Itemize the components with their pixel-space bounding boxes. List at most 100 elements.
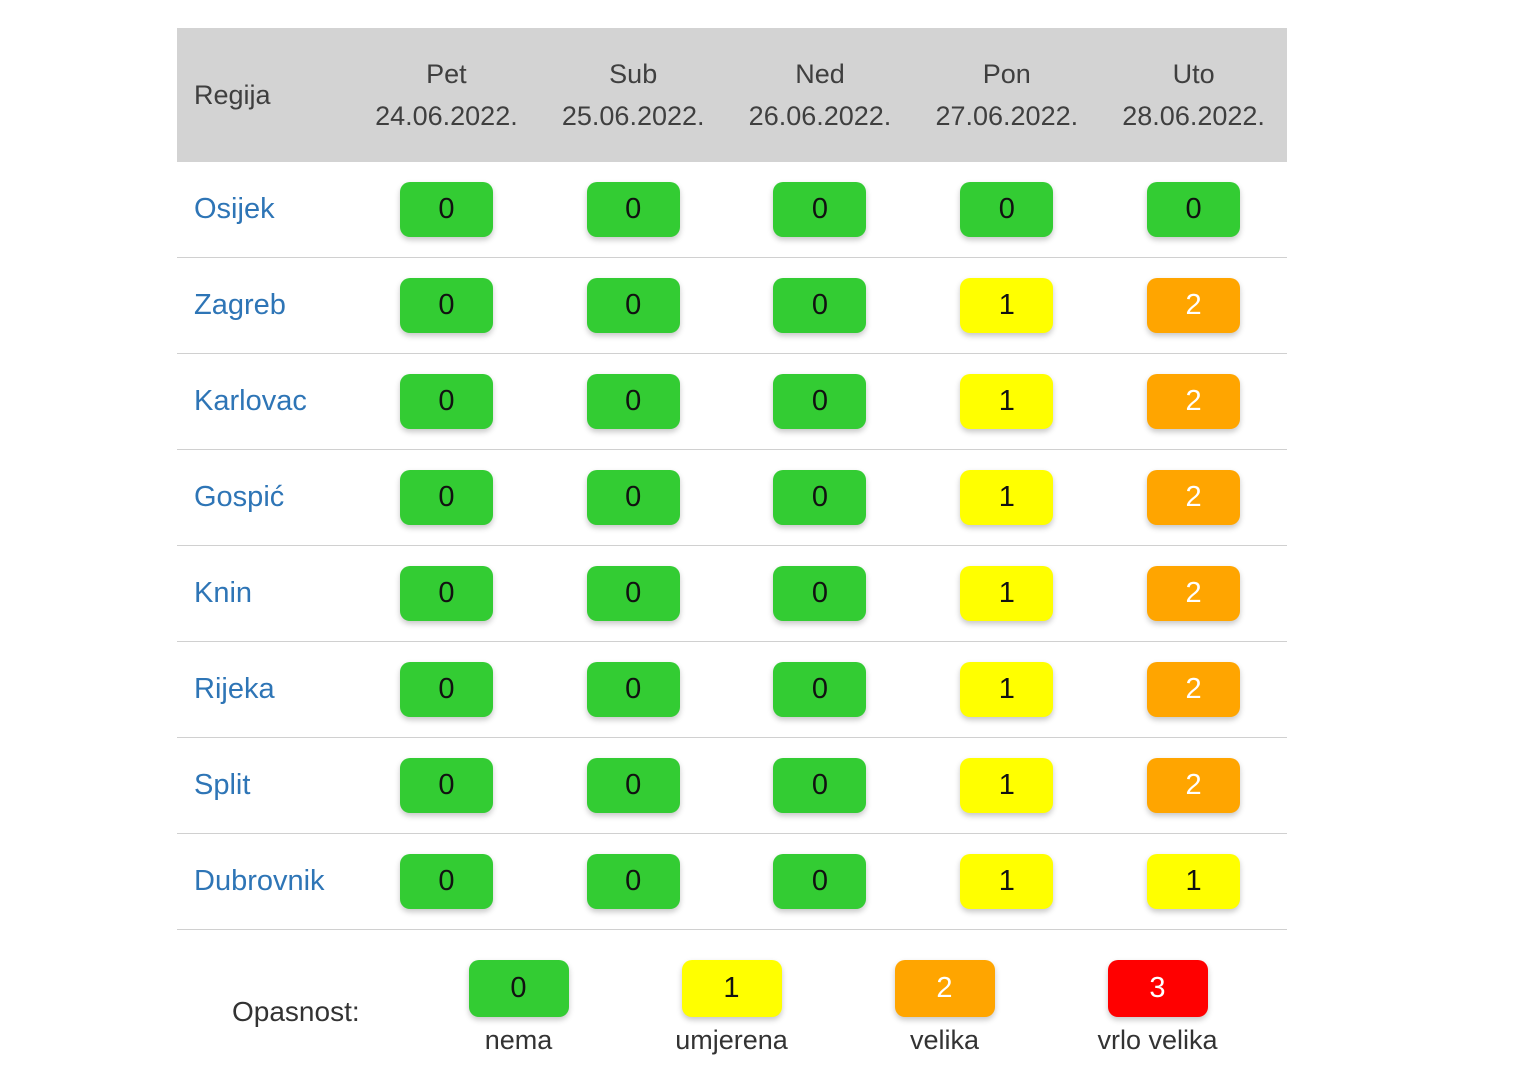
day-name: Sub [609,59,658,89]
warning-cell: 1 [913,278,1100,333]
warning-badge: 1 [960,758,1054,813]
day-name: Ned [795,59,845,89]
legend-badge: 1 [681,960,782,1017]
warning-badge: 1 [960,374,1054,429]
warning-badge: 0 [399,278,493,333]
warning-badge: 0 [586,182,680,237]
day-date: 25.06.2022. [561,101,705,131]
warning-cell: 0 [353,758,540,813]
legend-item-label: nema [484,1025,553,1055]
table-body: Osijek 0 0 0 0 0 Zagreb 0 0 0 1 2 Karlovac 0 0 0 1 2… [177,162,1287,930]
region-name: Split [194,769,251,801]
region-column-header: Regija [194,79,271,110]
region-name: Gospić [194,481,285,513]
warning-cell: 2 [1100,758,1287,813]
warning-cell: 0 [540,278,727,333]
warning-cell: 0 [540,566,727,621]
warning-badge: 0 [960,182,1054,237]
warning-badge: 2 [1147,662,1241,717]
warning-cell: 1 [913,470,1100,525]
warning-badge: 0 [1147,182,1241,237]
warning-cell: 2 [1100,374,1287,429]
warning-table: Regija Pet 24.06.2022. Sub 25.06.2022. N… [177,28,1287,930]
warning-badge: 0 [773,662,867,717]
table-row: Split 0 0 0 1 2 [177,738,1287,834]
region-name: Zagreb [194,289,286,321]
warning-cell: 1 [913,662,1100,717]
warning-cell: 1 [1100,854,1287,909]
warning-cell: 0 [540,470,727,525]
warning-badge: 0 [399,374,493,429]
warning-cell: 0 [727,374,914,429]
warning-badge: 0 [773,374,867,429]
warning-badge: 0 [773,470,867,525]
legend-item: 2 velika [838,960,1051,1056]
warning-cell: 0 [1100,182,1287,237]
warning-badge: 0 [773,278,867,333]
warning-badge: 0 [586,566,680,621]
warning-cell: 2 [1100,278,1287,333]
warning-cell: 0 [727,278,914,333]
legend-title: Opasnost: [232,996,360,1027]
legend-badge: 3 [1107,960,1208,1017]
warning-badge: 1 [960,470,1054,525]
warning-cell: 0 [540,854,727,909]
legend: Opasnost: 0 nema 1 umjerena 2 velika 3 v… [232,960,1264,1056]
warning-cell: 2 [1100,566,1287,621]
warning-badge: 0 [586,278,680,333]
day-column-header: Ned 26.06.2022. [727,53,914,137]
day-name: Pet [426,59,467,89]
warning-badge: 2 [1147,758,1241,813]
warning-cell: 1 [913,854,1100,909]
warning-cell: 0 [353,278,540,333]
warning-badge: 0 [399,182,493,237]
warning-badge: 1 [960,662,1054,717]
legend-badge: 0 [468,960,569,1017]
legend-item: 0 nema [412,960,625,1056]
warning-cell: 0 [913,182,1100,237]
warning-badge: 0 [773,758,867,813]
legend-badge: 2 [894,960,995,1017]
warning-badge: 0 [586,470,680,525]
warning-badge: 0 [586,758,680,813]
warning-badge: 0 [773,854,867,909]
day-name: Pon [982,59,1031,89]
warning-badge: 2 [1147,278,1241,333]
warning-badge: 2 [1147,374,1241,429]
warning-cell: 2 [1100,470,1287,525]
warning-cell: 1 [913,566,1100,621]
region-name: Rijeka [194,673,275,705]
warning-badge: 0 [586,662,680,717]
table-row: Karlovac 0 0 0 1 2 [177,354,1287,450]
legend-item-label: vrlo velika [1097,1025,1218,1055]
warning-cell: 0 [727,662,914,717]
warning-cell: 0 [353,854,540,909]
table-row: Dubrovnik 0 0 0 1 1 [177,834,1287,930]
warning-badge: 1 [960,854,1054,909]
day-column-header: Uto 28.06.2022. [1100,53,1287,137]
warning-badge: 0 [399,566,493,621]
legend-item: 3 vrlo velika [1051,960,1264,1056]
warning-cell: 1 [913,758,1100,813]
day-name: Uto [1172,59,1215,89]
warning-badge: 0 [586,374,680,429]
warning-cell: 2 [1100,662,1287,717]
legend-items: 0 nema 1 umjerena 2 velika 3 vrlo velika [412,960,1264,1056]
warning-badge: 1 [960,278,1054,333]
warning-badge: 0 [399,662,493,717]
warning-cell: 0 [540,182,727,237]
warning-badge: 0 [399,470,493,525]
warning-badge: 0 [399,758,493,813]
warning-cell: 0 [353,182,540,237]
warning-cell: 0 [353,662,540,717]
warning-cell: 0 [727,182,914,237]
legend-item-label: umjerena [675,1025,788,1055]
warning-cell: 0 [353,374,540,429]
warning-badge: 1 [1147,854,1241,909]
warning-cell: 0 [727,758,914,813]
warning-cell: 0 [540,662,727,717]
region-name: Dubrovnik [194,865,325,897]
legend-item: 1 umjerena [625,960,838,1056]
table-header: Regija Pet 24.06.2022. Sub 25.06.2022. N… [177,28,1287,162]
warning-cell: 1 [913,374,1100,429]
